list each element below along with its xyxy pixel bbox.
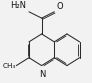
Text: N: N	[39, 70, 46, 79]
Text: CH₃: CH₃	[2, 63, 16, 69]
Text: H₂N: H₂N	[10, 1, 26, 10]
Text: O: O	[57, 2, 63, 11]
